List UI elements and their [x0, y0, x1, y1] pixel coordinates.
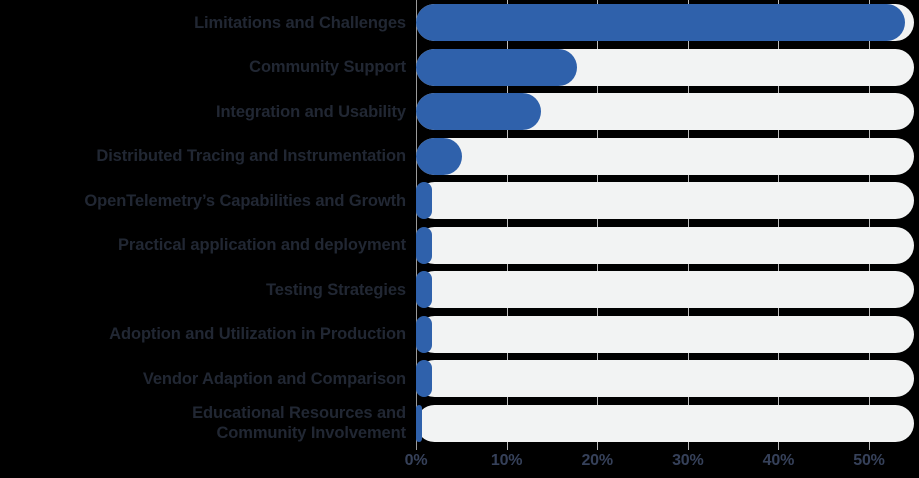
category-label: Practical application and deployment [118, 236, 406, 254]
bar[interactable] [416, 315, 433, 353]
gridline-20% [597, 0, 599, 450]
category-axis-labels: Limitations and Challenges Community Supp… [0, 0, 406, 450]
x-tick-label: 10% [490, 452, 523, 469]
bar-track [416, 271, 915, 308]
bar[interactable] [416, 360, 433, 397]
category-label: Integration and Usability [215, 102, 406, 121]
x-tick-label: 50% [853, 452, 885, 469]
gridline-40% [778, 0, 780, 450]
bar-row [416, 48, 915, 86]
category-label: OpenTelemetry’s Capabilities and Growth [84, 191, 406, 210]
bar-row [416, 271, 915, 308]
bar-row [416, 226, 915, 264]
bar[interactable] [416, 93, 542, 130]
category-label: Educational Resources and Community Invo… [192, 404, 406, 442]
bar-track [416, 137, 915, 175]
y-axis-spine [416, 0, 417, 450]
bar-row [416, 137, 915, 175]
bar-track [416, 360, 915, 397]
bar-row [416, 404, 915, 442]
category-label: Adoption and Utilization in Production [109, 325, 406, 343]
category-label: Testing Strategies [265, 280, 406, 299]
gridline-10% [506, 0, 508, 450]
bar-track [416, 404, 915, 442]
category-label: Distributed Tracing and Instrumentation [96, 147, 406, 165]
bar-row [416, 315, 915, 353]
gridline-50% [869, 0, 870, 450]
x-tick-label: 20% [581, 452, 613, 469]
bar[interactable] [416, 271, 433, 308]
bar[interactable] [416, 4, 906, 41]
bar[interactable] [416, 404, 422, 442]
bar-row [416, 360, 915, 397]
category-label: Limitations and Challenges [194, 13, 406, 32]
x-tick-label: 0% [404, 452, 428, 469]
bar-track [416, 315, 915, 353]
bar[interactable] [416, 48, 578, 86]
bar-row [416, 4, 915, 41]
category-label: Community Support [249, 58, 406, 76]
bar-row [416, 93, 915, 130]
bar[interactable] [416, 226, 433, 264]
plot-area [416, 0, 915, 450]
bar[interactable] [416, 182, 433, 219]
bar-row [416, 182, 915, 219]
category-label: Vendor Adaption and Comparison [142, 369, 406, 388]
gridline-30% [687, 0, 689, 450]
x-tick-label: 30% [672, 452, 704, 469]
bar-track [416, 226, 915, 264]
bar[interactable] [416, 137, 463, 175]
x-tick-label: 40% [762, 452, 795, 469]
bar-track [416, 182, 915, 219]
